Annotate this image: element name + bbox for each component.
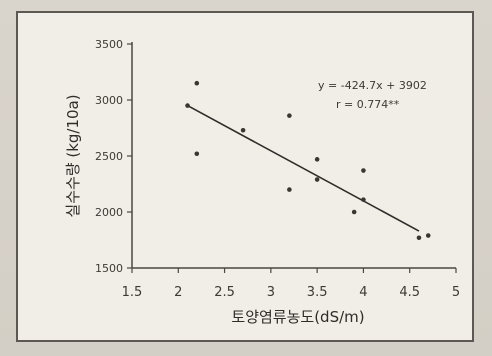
x-tick-label: 5: [452, 285, 460, 300]
x-tick-label: 4: [359, 285, 367, 300]
x-tick-label: 1.5: [122, 285, 143, 300]
y-tick-label: 3500: [95, 38, 123, 51]
y-tick-label: 1500: [95, 262, 123, 275]
correlation-label: r = 0.774**: [336, 98, 400, 111]
x-tick-label: 3.5: [307, 285, 328, 300]
data-point: [194, 80, 200, 86]
data-point: [185, 103, 190, 108]
data-point: [240, 127, 246, 133]
regression-equation: y = -424.7x + 3902: [318, 79, 427, 92]
data-point: [314, 157, 320, 162]
x-tick-label: 2: [174, 285, 182, 300]
y-axis-title: 실수수량 (kg/10a): [64, 94, 82, 217]
data-point: [351, 209, 357, 215]
chart-panel: [16, 11, 474, 342]
x-tick-label: 3: [267, 285, 275, 300]
x-axis-title: 토양염류농도(dS/m): [231, 308, 364, 326]
x-tick-label: 2.5: [214, 285, 235, 300]
regression-line: [187, 104, 420, 232]
data-point: [416, 235, 422, 241]
data-point: [287, 187, 292, 192]
data-point: [361, 197, 366, 202]
data-point: [287, 113, 292, 118]
data-point: [194, 151, 200, 157]
y-tick-label: 2500: [95, 150, 123, 163]
y-tick-label: 2000: [95, 206, 123, 219]
data-point: [425, 233, 431, 238]
data-point: [314, 177, 320, 182]
x-tick-label: 4.5: [399, 285, 420, 300]
y-tick-label: 3000: [95, 94, 123, 107]
data-point: [361, 168, 366, 173]
